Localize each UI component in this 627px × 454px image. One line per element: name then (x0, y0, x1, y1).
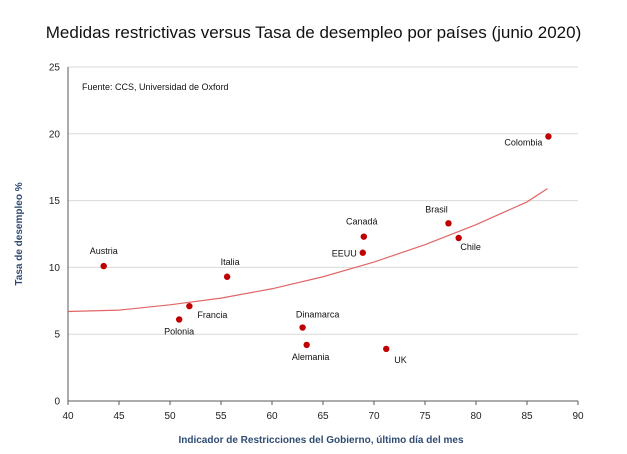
x-tick-label: 80 (470, 411, 482, 422)
y-tick-label: 20 (49, 129, 61, 140)
trendline-layer (67, 188, 548, 313)
data-point-alemania (303, 341, 310, 349)
data-point-uk (383, 345, 390, 353)
point-label-chile: Chile (460, 242, 481, 252)
data-point-brasil (445, 220, 452, 227)
data-point-dinamarca (299, 324, 306, 331)
point-label-eeuu: EEUU (332, 249, 357, 259)
x-tick-label: 90 (572, 411, 584, 422)
data-point-polonia (175, 316, 183, 323)
chart-title: Medidas restrictivas versus Tasa de dese… (46, 23, 581, 42)
source-annotation: Fuente: CCS, Universidad de Oxford (82, 82, 229, 92)
y-axis-title: Tasa de desempleo % (14, 182, 25, 285)
data-point-chile (455, 234, 462, 242)
x-tick-label: 75 (419, 411, 431, 422)
point-label-francia: Francia (197, 310, 227, 320)
data-point-italia (223, 273, 231, 280)
y-tick-label: 25 (49, 63, 61, 74)
data-point-francia (186, 302, 193, 310)
data-points (100, 133, 552, 353)
x-tick-label: 85 (521, 411, 533, 422)
point-label-austria: Austria (90, 246, 118, 256)
point-label-colombia: Colombia (504, 137, 542, 147)
x-tick-label: 55 (215, 411, 227, 422)
tick-labels: 0 5 10 15 20 25 40 45 50 55 60 65 70 75 80 85 90 (49, 63, 584, 423)
point-label-polonia: Polonia (164, 327, 194, 337)
x-tick-label: 40 (62, 411, 74, 422)
data-point-austria (100, 262, 107, 270)
data-point-colombia (545, 133, 552, 140)
y-tick-label: 15 (49, 196, 61, 207)
point-label-brasil: Brasil (425, 204, 448, 214)
point-label-canada: Canadá (346, 217, 378, 227)
x-tick-label: 70 (368, 411, 380, 422)
y-tick-label: 5 (54, 330, 60, 341)
x-axis-title: Indicador de Restricciones del Gobierno,… (178, 435, 464, 446)
trendline (67, 188, 548, 313)
point-label-dinamarca: Dinamarca (296, 310, 340, 320)
point-label-alemania: Alemania (292, 352, 330, 362)
x-tick-label: 60 (266, 411, 278, 422)
axis-layer (67, 67, 579, 405)
x-tick-label: 45 (113, 411, 125, 422)
data-point-canada (360, 233, 367, 240)
y-tick-label: 10 (49, 263, 61, 274)
y-tick-label: 0 (54, 397, 60, 408)
data-point-eeuu (359, 249, 366, 256)
x-tick-label: 50 (164, 411, 176, 422)
point-label-italia: Italia (221, 257, 240, 267)
x-tick-label: 65 (317, 411, 329, 422)
point-label-uk: UK (394, 355, 407, 365)
